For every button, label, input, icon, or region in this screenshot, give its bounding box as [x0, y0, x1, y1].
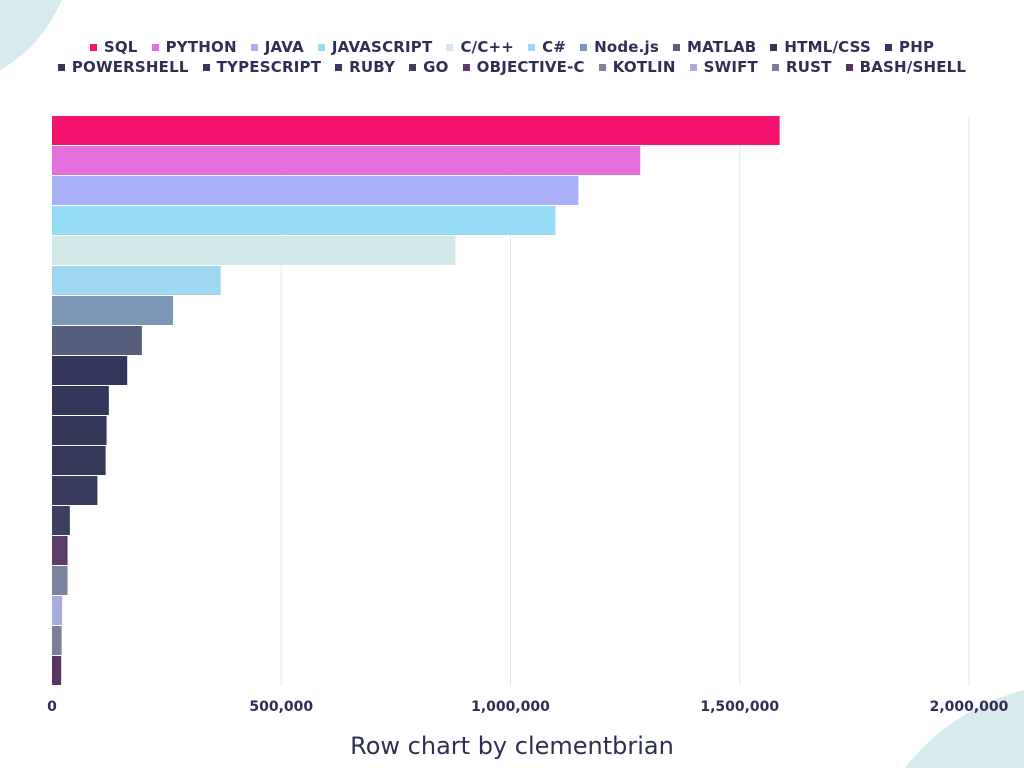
bar-typescript[interactable] — [52, 446, 106, 475]
legend-swatch — [89, 43, 97, 51]
legend-item[interactable]: RUBY — [335, 58, 395, 76]
legend-label: PHP — [899, 38, 935, 56]
legend-label: GO — [423, 58, 449, 76]
legend-item[interactable]: JAVA — [250, 38, 304, 56]
x-tick-label: 1,000,000 — [471, 699, 550, 715]
bar-javascript[interactable] — [52, 206, 556, 235]
bar-python[interactable] — [52, 146, 641, 175]
legend-label: MATLAB — [687, 38, 757, 56]
bar-go[interactable] — [52, 506, 70, 535]
legend-swatch — [462, 63, 470, 71]
x-axis-tick-labels: 0 500,000 1,000,000 1,500,000 2,000,000 — [47, 699, 1009, 715]
legend-item[interactable]: KOTLIN — [598, 58, 676, 76]
legend-item[interactable]: TYPESCRIPT — [202, 58, 322, 76]
legend-item[interactable]: SWIFT — [689, 58, 758, 76]
bar-java[interactable] — [52, 176, 579, 205]
bar-powershell[interactable] — [52, 416, 107, 445]
legend-swatch — [528, 43, 536, 51]
bar-php[interactable] — [52, 386, 109, 415]
legend-swatch — [151, 43, 159, 51]
legend-swatch — [598, 63, 606, 71]
legend-swatch — [673, 43, 681, 51]
legend-label: Node.js — [594, 38, 660, 56]
legend-label: KOTLIN — [612, 58, 676, 76]
chart-legend: SQL PYTHON JAVA JAVASCRIPT C/C++ C# Node.js MAT… — [20, 38, 1004, 76]
bar-swift[interactable] — [52, 596, 63, 625]
legend-swatch — [580, 43, 588, 51]
legend-label: C/C++ — [460, 38, 515, 56]
legend-label: JAVASCRIPT — [331, 38, 433, 56]
bar-rust[interactable] — [52, 626, 62, 655]
bar-sql[interactable] — [52, 116, 780, 145]
x-tick-label: 500,000 — [249, 699, 313, 715]
legend-label: JAVA — [264, 38, 304, 56]
legend-item[interactable]: C# — [528, 38, 566, 56]
legend-label: BASH/SHELL — [859, 58, 967, 76]
bar-bash-shell[interactable] — [52, 656, 62, 685]
legend-label: POWERSHELL — [71, 58, 189, 76]
legend-swatch — [250, 43, 258, 51]
legend-label: C# — [542, 38, 567, 56]
legend-label: RUST — [786, 58, 832, 76]
chart-caption: Row chart by clementbrian — [350, 732, 674, 760]
corner-decoration-top-left — [0, 0, 62, 70]
legend-item[interactable]: PYTHON — [151, 38, 237, 56]
legend-swatch — [335, 63, 343, 71]
x-tick-label: 0 — [47, 699, 57, 715]
legend-item[interactable]: SQL — [89, 38, 138, 56]
legend-swatch — [446, 43, 454, 51]
legend-label: SQL — [103, 38, 138, 56]
bar-c-[interactable] — [52, 266, 221, 295]
x-tick-label: 1,500,000 — [700, 699, 779, 715]
legend-label: HTML/CSS — [784, 38, 871, 56]
legend-swatch — [770, 43, 778, 51]
bar-objective-c[interactable] — [52, 536, 68, 565]
legend-label: TYPESCRIPT — [216, 58, 322, 76]
legend-swatch — [885, 43, 892, 51]
legend-item[interactable]: Node.js — [580, 38, 659, 56]
legend-label: RUBY — [349, 58, 396, 76]
legend-item[interactable]: HTML/CSS — [770, 38, 871, 56]
legend-swatch — [845, 63, 853, 71]
legend-swatch — [772, 63, 779, 71]
legend-item[interactable]: POWERSHELL — [57, 58, 189, 76]
legend-swatch — [409, 63, 417, 71]
legend-item[interactable]: RUST — [772, 58, 832, 76]
legend-item[interactable]: MATLAB — [673, 38, 756, 56]
bars — [52, 116, 780, 685]
legend-item[interactable]: PHP — [885, 38, 934, 56]
bar-node-js[interactable] — [52, 296, 174, 325]
bar-html-css[interactable] — [52, 356, 128, 385]
legend-label: OBJECTIVE-C — [476, 58, 585, 76]
legend-swatch — [317, 43, 325, 51]
bar-c-c-[interactable] — [52, 236, 456, 265]
legend-swatch — [689, 63, 697, 71]
legend-label: SWIFT — [703, 58, 758, 76]
bar-ruby[interactable] — [52, 476, 98, 505]
legend-item[interactable]: OBJECTIVE-C — [462, 58, 585, 76]
legend-swatch — [57, 63, 65, 71]
legend-item[interactable]: C/C++ — [446, 38, 514, 56]
legend-swatch — [202, 63, 210, 71]
legend-item[interactable]: JAVASCRIPT — [317, 38, 433, 56]
legend-item[interactable]: GO — [409, 58, 448, 76]
legend-label: PYTHON — [165, 38, 237, 56]
bar-matlab[interactable] — [52, 326, 142, 355]
x-tick-label: 2,000,000 — [930, 699, 1009, 715]
legend-item[interactable]: BASH/SHELL — [845, 58, 967, 76]
bar-kotlin[interactable] — [52, 566, 68, 595]
